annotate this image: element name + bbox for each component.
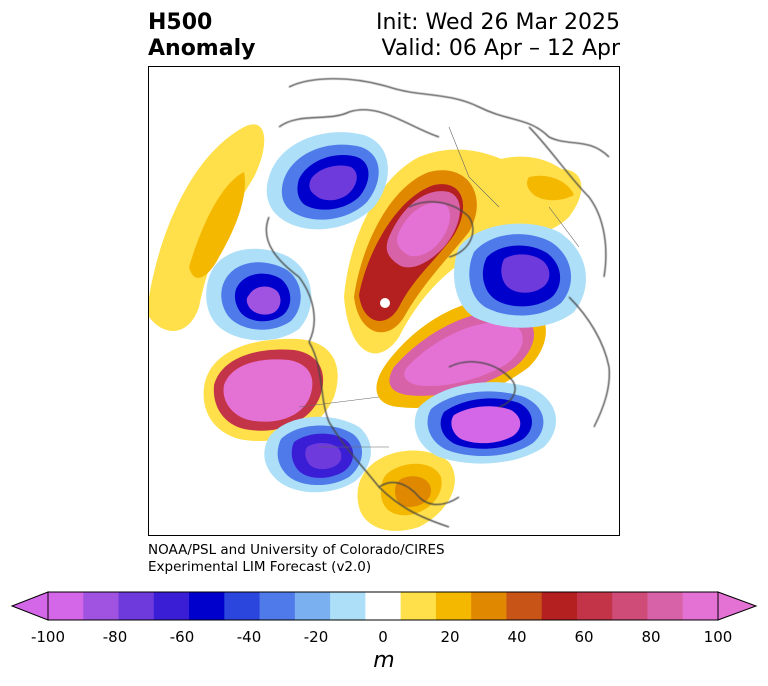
- colorbar-swatch: [153, 592, 190, 620]
- credit-line-1: NOAA/PSL and University of Colorado/CIRE…: [148, 542, 445, 558]
- colorbar-swatch: [118, 592, 155, 620]
- colorbar-swatch: [189, 592, 225, 620]
- colorbar-swatch: [576, 592, 613, 620]
- colorbar-tick-label: -100: [30, 628, 66, 646]
- colorbar-tick-label: -40: [236, 628, 262, 646]
- colorbar-swatch: [400, 592, 437, 620]
- colorbar-tick-label: -80: [102, 628, 128, 646]
- colorbar-tick-label: 60: [574, 628, 594, 646]
- colorbar-swatch: [682, 592, 719, 620]
- colorbar-swatch: [471, 592, 507, 620]
- valid-range: Valid: 06 Apr – 12 Apr: [381, 36, 621, 61]
- variable-label: H500: [148, 10, 213, 35]
- colorbar: [10, 591, 758, 621]
- colorbar-swatch: [435, 592, 472, 620]
- colorbar-swatch: [330, 592, 366, 620]
- colorbar-swatch: [612, 592, 648, 620]
- colorbar-tick-label: 40: [507, 628, 527, 646]
- colorbar-tick-label: -20: [303, 628, 329, 646]
- colorbar-extend-max: [717, 591, 758, 621]
- colorbar-swatch: [365, 592, 402, 620]
- init-date: Init: Wed 26 Mar 2025: [375, 10, 620, 35]
- credit-text: NOAA/PSL and University of Colorado/CIRE…: [148, 542, 445, 576]
- colorbar-swatch: [506, 592, 543, 620]
- credit-line-2: Experimental LIM Forecast (v2.0): [148, 559, 372, 575]
- negative-anomaly-fields: [206, 132, 586, 493]
- colorbar-swatch: [541, 592, 578, 620]
- map-svg: [149, 78, 610, 531]
- colorbar-tick-label: 100: [703, 628, 733, 646]
- colorbar-tick-label: 20: [440, 628, 460, 646]
- colorbar-swatch: [48, 592, 84, 620]
- colorbar-swatch: [647, 592, 684, 620]
- anomaly-label: Anomaly: [148, 36, 256, 61]
- north-pole-marker: [380, 298, 390, 308]
- anomaly-map: [148, 66, 620, 536]
- chart-title: H500 Anomaly: [148, 10, 255, 62]
- colorbar-extend-min: [10, 591, 49, 621]
- colorbar-swatch: [83, 592, 120, 620]
- colorbar-tick-label: 0: [378, 628, 388, 646]
- colorbar-unit: m: [373, 648, 395, 673]
- colorbar-swatch: [224, 592, 261, 620]
- colorbar-tick-label: -60: [169, 628, 195, 646]
- colorbar-tick-label: 80: [641, 628, 661, 646]
- borders: [298, 126, 580, 448]
- colorbar-frame: [47, 591, 719, 621]
- date-info: Init: Wed 26 Mar 2025 Valid: 06 Apr – 12…: [376, 10, 620, 62]
- coastlines: [265, 78, 610, 528]
- colorbar-swatch: [259, 592, 296, 620]
- colorbar-swatch: [294, 592, 331, 620]
